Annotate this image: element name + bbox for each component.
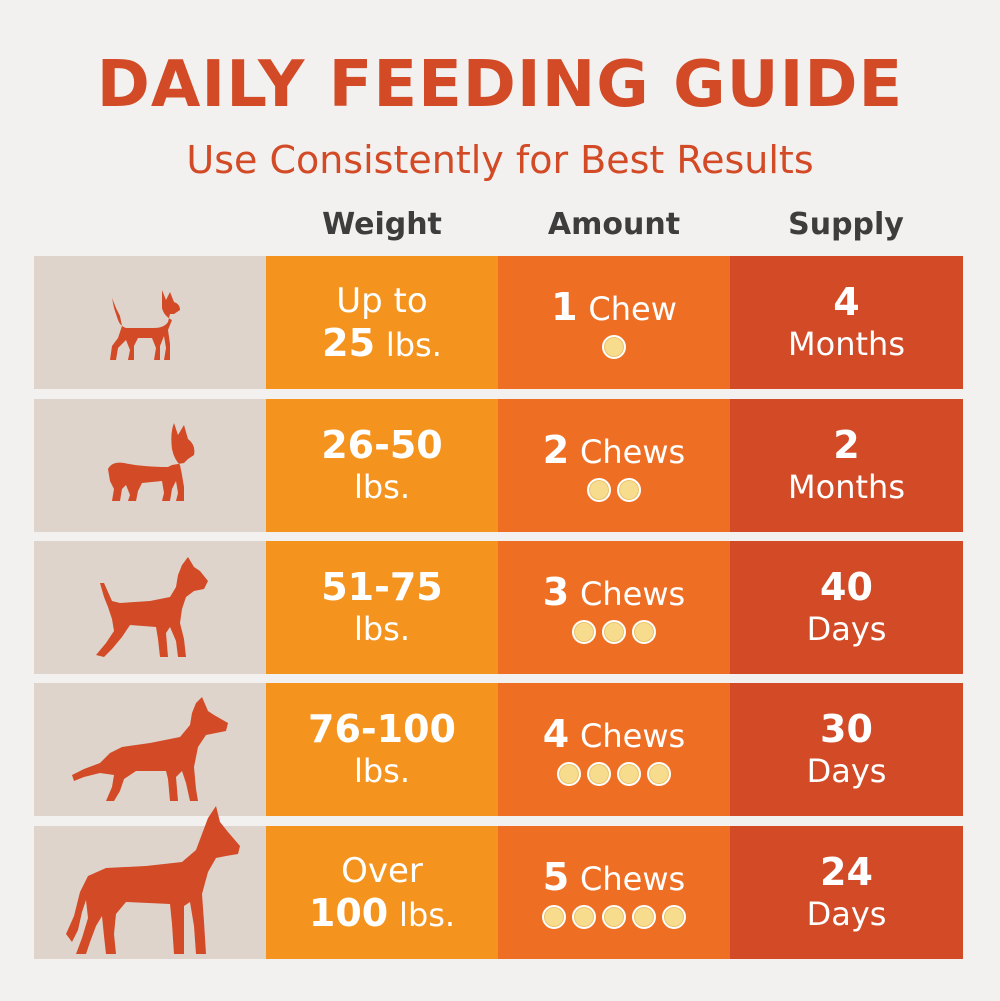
page-title: DAILY FEEDING GUIDE: [96, 48, 904, 122]
dog-cell: [34, 541, 266, 674]
amount-number: 1: [551, 284, 578, 329]
chew-dot-icon: [587, 477, 611, 502]
supply-unit: Days: [806, 751, 887, 790]
header-supply: Supply: [788, 207, 904, 242]
weight-number: 25: [322, 320, 376, 365]
weight-unit: lbs.: [353, 751, 411, 790]
dog-cell: [34, 399, 266, 532]
chew-dot-icon: [542, 904, 566, 929]
supply-unit: Days: [806, 894, 887, 933]
weight-prefix: Over: [341, 850, 423, 891]
weight-cell: 26-50 lbs.: [266, 399, 498, 532]
amount-cell: 3 Chews: [498, 541, 730, 674]
weight-number: 51-75: [321, 564, 443, 609]
amount-unit: Chews: [580, 432, 686, 471]
chew-dot-icon: [557, 761, 581, 786]
table-row: Over 100 lbs. 5 Chews 24 Days: [34, 806, 963, 959]
chew-icons: [602, 334, 626, 360]
weight-cell: Over 100 lbs.: [266, 826, 498, 959]
chew-dot-icon: [602, 904, 626, 929]
chew-dot-icon: [632, 904, 656, 929]
amount-number: 4: [542, 711, 570, 756]
german-shepherd-icon: [72, 697, 228, 801]
amount-cell: 4 Chews: [498, 683, 730, 816]
chew-dot-icon: [617, 477, 641, 502]
weight-prefix: Up to: [336, 280, 428, 321]
supply-cell: 24 Days: [730, 826, 963, 959]
weight-unit: lbs.: [353, 609, 411, 648]
supply-unit: Days: [806, 609, 887, 648]
weight-cell: 76-100 lbs.: [266, 683, 498, 816]
amount-unit: Chews: [580, 716, 686, 755]
chew-icons: [557, 761, 671, 787]
table-row: 51-75 lbs. 3 Chews 40 Days: [34, 541, 963, 674]
chew-icons: [572, 619, 656, 645]
chew-icons: [587, 477, 641, 503]
weight-unit: lbs.: [385, 325, 442, 364]
chew-dot-icon: [572, 619, 596, 644]
dog-cell: [34, 806, 266, 959]
header-weight: Weight: [322, 207, 442, 242]
chew-dot-icon: [647, 761, 671, 786]
weight-number: 100: [308, 890, 389, 935]
amount-cell: 5 Chews: [498, 826, 730, 959]
chew-dot-icon: [602, 619, 626, 644]
pit-bull-icon: [96, 557, 208, 657]
weight-cell: Up to 25 lbs.: [266, 256, 498, 389]
amount-number: 5: [542, 854, 570, 899]
table-row: Up to 25 lbs. 1 Chew 4 Months: [34, 256, 963, 389]
amount-cell: 1 Chew: [498, 256, 730, 389]
table-row: 76-100 lbs. 4 Chews 30 Days: [34, 683, 963, 816]
weight-value: 100 lbs.: [309, 892, 455, 936]
weight-number: 26-50: [321, 422, 443, 467]
chew-dot-icon: [662, 904, 686, 929]
amount-value: 3 Chews: [543, 571, 685, 615]
great-dane-icon: [66, 806, 240, 954]
amount-cell: 2 Chews: [498, 399, 730, 532]
weight-number: 76-100: [308, 706, 456, 751]
supply-cell: 40 Days: [730, 541, 963, 674]
weight-value: 25 lbs.: [322, 322, 442, 366]
supply-number: 2: [833, 422, 860, 467]
supply-cell: 2 Months: [730, 399, 963, 532]
chihuahua-icon: [110, 290, 180, 360]
chew-dot-icon: [617, 761, 641, 786]
supply-unit: Months: [788, 324, 905, 363]
header-amount: Amount: [547, 207, 681, 242]
chew-dot-icon: [632, 619, 656, 644]
chew-dot-icon: [602, 334, 626, 359]
french-bulldog-icon: [108, 423, 195, 501]
amount-value: 5 Chews: [543, 856, 685, 900]
dog-cell: [34, 683, 266, 816]
amount-value: 1 Chew: [551, 286, 677, 330]
supply-number: 24: [820, 849, 873, 894]
amount-value: 2 Chews: [543, 429, 685, 473]
amount-number: 2: [542, 427, 570, 472]
amount-value: 4 Chews: [543, 713, 685, 757]
supply-number: 4: [833, 279, 860, 324]
supply-cell: 30 Days: [730, 683, 963, 816]
amount-unit: Chews: [580, 574, 686, 613]
chew-dot-icon: [587, 761, 611, 786]
amount-number: 3: [542, 569, 570, 614]
table-row: 26-50 lbs. 2 Chews 2 Months: [34, 399, 963, 532]
weight-unit: lbs.: [399, 895, 456, 934]
amount-unit: Chew: [588, 289, 677, 328]
supply-number: 40: [820, 564, 873, 609]
chew-dot-icon: [572, 904, 596, 929]
chew-icons: [542, 904, 686, 930]
supply-unit: Months: [788, 467, 905, 506]
page-subtitle: Use Consistently for Best Results: [186, 138, 814, 182]
dog-cell: [34, 256, 266, 389]
weight-unit: lbs.: [353, 467, 411, 506]
amount-unit: Chews: [580, 859, 686, 898]
supply-number: 30: [820, 706, 873, 751]
weight-cell: 51-75 lbs.: [266, 541, 498, 674]
supply-cell: 4 Months: [730, 256, 963, 389]
